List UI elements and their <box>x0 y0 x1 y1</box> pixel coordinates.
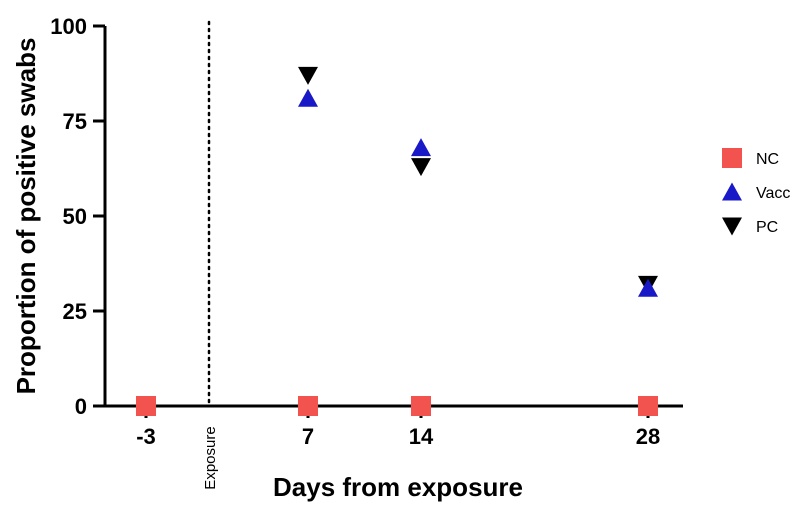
data-marks <box>136 66 658 416</box>
legend: NC Vacc PC <box>722 148 790 236</box>
y-tick-label: 25 <box>63 299 87 324</box>
axes <box>103 26 683 408</box>
legend-label: Vacc <box>756 185 790 202</box>
legend-marker-nc <box>722 148 742 168</box>
data-point-vacc <box>638 278 658 297</box>
y-tick-label: 75 <box>63 109 87 134</box>
data-point-nc <box>638 396 658 416</box>
legend-item-pc: PC <box>722 217 778 236</box>
series-pc <box>298 66 658 294</box>
x-tick-label: -3 <box>136 424 156 449</box>
x-axis-title: Days from exposure <box>273 472 523 502</box>
legend-label: NC <box>756 151 779 168</box>
y-ticks: 0 25 50 75 100 <box>50 14 105 419</box>
x-tick-label: 7 <box>302 424 314 449</box>
legend-label: PC <box>756 219 778 236</box>
y-tick-label: 50 <box>63 204 87 229</box>
data-point-nc <box>136 396 156 416</box>
data-point-nc <box>411 396 431 416</box>
series-vacc <box>298 88 658 297</box>
data-point-vacc <box>411 138 431 157</box>
x-tick-label: 28 <box>636 424 660 449</box>
legend-marker-pc <box>722 217 742 236</box>
x-tick-label: 14 <box>409 424 434 449</box>
legend-marker-vacc <box>722 182 742 201</box>
y-tick-label: 0 <box>75 394 87 419</box>
data-point-vacc <box>298 88 318 107</box>
annotation-layer: Exposure <box>202 20 219 490</box>
data-point-pc <box>411 158 431 177</box>
data-point-nc <box>298 396 318 416</box>
legend-item-vacc: Vacc <box>722 182 790 202</box>
y-tick-label: 100 <box>50 14 87 39</box>
y-axis-title: Proportion of positive swabs <box>11 38 41 395</box>
data-point-pc <box>298 66 318 85</box>
legend-item-nc: NC <box>722 148 779 168</box>
series-nc <box>136 396 658 416</box>
exposure-label: Exposure <box>202 426 219 489</box>
